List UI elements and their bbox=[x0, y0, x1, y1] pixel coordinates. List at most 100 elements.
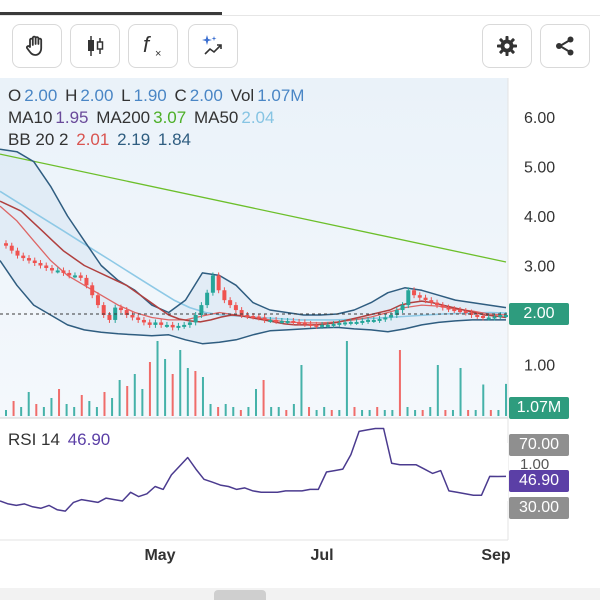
volume-bar bbox=[27, 392, 30, 416]
candle-body bbox=[314, 324, 319, 327]
ai-tools-button[interactable] bbox=[188, 24, 238, 68]
volume-bar bbox=[118, 380, 121, 416]
candle-body bbox=[360, 320, 365, 323]
share-icon bbox=[556, 36, 574, 56]
price-tick-label: 1.00 bbox=[524, 358, 555, 375]
volume-bar bbox=[95, 407, 98, 416]
candle-body bbox=[325, 324, 330, 327]
last-price-tag: 2.00 bbox=[509, 303, 569, 325]
volume-bar bbox=[255, 389, 257, 416]
candle-body bbox=[233, 305, 238, 311]
candle-body bbox=[72, 275, 77, 278]
candle-body bbox=[164, 324, 169, 327]
settings-button[interactable] bbox=[482, 24, 532, 68]
rsi-line bbox=[0, 427, 507, 512]
price-tick-label: 3.00 bbox=[524, 259, 555, 276]
candle-body bbox=[251, 315, 256, 318]
volume-bar bbox=[368, 410, 371, 416]
candle-body bbox=[136, 317, 141, 320]
candle-body bbox=[210, 275, 215, 293]
candle-body bbox=[21, 255, 26, 259]
volume-bar bbox=[338, 410, 341, 416]
volume-bar bbox=[156, 341, 159, 416]
candle-body bbox=[124, 310, 129, 315]
candle-body bbox=[429, 300, 434, 303]
ma-legend: MA10 1.95 MA200 3.07 MA50 2.04 bbox=[8, 108, 277, 128]
volume-bar bbox=[308, 407, 311, 416]
candle-body bbox=[469, 312, 474, 315]
bottom-scroll-handle[interactable] bbox=[214, 590, 266, 600]
volume-bar bbox=[103, 392, 106, 416]
candle-body bbox=[423, 297, 428, 301]
share-button[interactable] bbox=[540, 24, 590, 68]
candle-body bbox=[78, 275, 83, 278]
volume-bar bbox=[383, 410, 386, 416]
open-value: 2.00 bbox=[24, 86, 58, 105]
candle-body bbox=[354, 321, 359, 324]
candle-body bbox=[343, 322, 348, 325]
candle-body bbox=[446, 307, 451, 310]
volume-bar bbox=[247, 407, 250, 416]
volume-bar bbox=[141, 389, 144, 416]
candle-body bbox=[412, 290, 417, 296]
ma10-label: MA10 bbox=[8, 108, 53, 127]
sparkle-chart-icon bbox=[202, 35, 222, 55]
candle-body bbox=[49, 267, 54, 271]
volume-bar bbox=[406, 407, 409, 416]
candle-body bbox=[176, 325, 181, 328]
candle-body bbox=[394, 310, 399, 315]
candle-body bbox=[95, 295, 100, 306]
ma200-value: 3.07 bbox=[153, 108, 187, 127]
volume-bar bbox=[285, 410, 288, 416]
candle-body bbox=[153, 322, 158, 325]
candle-body bbox=[222, 290, 227, 301]
volume-bar bbox=[224, 404, 227, 416]
hand-tool-button[interactable] bbox=[12, 24, 62, 68]
volume-bar bbox=[148, 362, 151, 416]
volume-bar bbox=[73, 407, 76, 416]
volume-tag: 1.07M bbox=[509, 397, 569, 419]
open-label: O bbox=[8, 86, 22, 105]
volume-bar bbox=[239, 410, 242, 416]
volume-bar bbox=[270, 407, 273, 416]
candle-body bbox=[320, 324, 325, 327]
volume-bar bbox=[436, 365, 439, 416]
candle-body bbox=[389, 315, 394, 318]
candle-body bbox=[452, 309, 457, 312]
price-axis-ticks: 6.005.004.003.002.001.00 bbox=[524, 110, 555, 375]
ohlc-legend: O 2.00 H 2.00 L 1.90 C 2.00 Vol 1.07M bbox=[8, 86, 307, 106]
candle-body bbox=[492, 316, 497, 319]
candle-body bbox=[141, 319, 146, 323]
candle-body bbox=[26, 258, 31, 261]
candle-body bbox=[377, 318, 382, 321]
candle-body bbox=[274, 319, 279, 322]
ma200-label: MA200 bbox=[96, 108, 151, 127]
candle-body bbox=[9, 245, 14, 251]
rsi-label: RSI 14 bbox=[8, 430, 60, 449]
rsi-tick-label: 1.00 bbox=[520, 456, 550, 473]
candle-body bbox=[308, 323, 313, 326]
candle-body bbox=[297, 321, 302, 324]
volume-bars bbox=[5, 341, 507, 416]
bottom-scroll-bar[interactable] bbox=[0, 588, 600, 600]
volume-bar bbox=[444, 410, 447, 416]
candle-body bbox=[44, 265, 49, 268]
volume-bar bbox=[50, 398, 53, 416]
volume-bar bbox=[217, 407, 220, 416]
candle-body bbox=[268, 319, 273, 322]
ma200-line bbox=[0, 153, 507, 263]
candle-body bbox=[475, 315, 480, 317]
volume-bar bbox=[398, 350, 401, 416]
volume-bar bbox=[179, 350, 182, 416]
indicators-button[interactable]: f × bbox=[128, 24, 178, 68]
candle-body bbox=[291, 320, 296, 323]
volume-bar bbox=[262, 380, 265, 416]
candle-body bbox=[216, 275, 221, 291]
bb-label: BB 20 2 bbox=[8, 130, 69, 149]
volume-label: Vol bbox=[230, 86, 255, 105]
candlestick-button[interactable] bbox=[70, 24, 120, 68]
candle-body bbox=[262, 317, 267, 320]
candle-body bbox=[101, 305, 106, 315]
candle-body bbox=[118, 307, 123, 311]
